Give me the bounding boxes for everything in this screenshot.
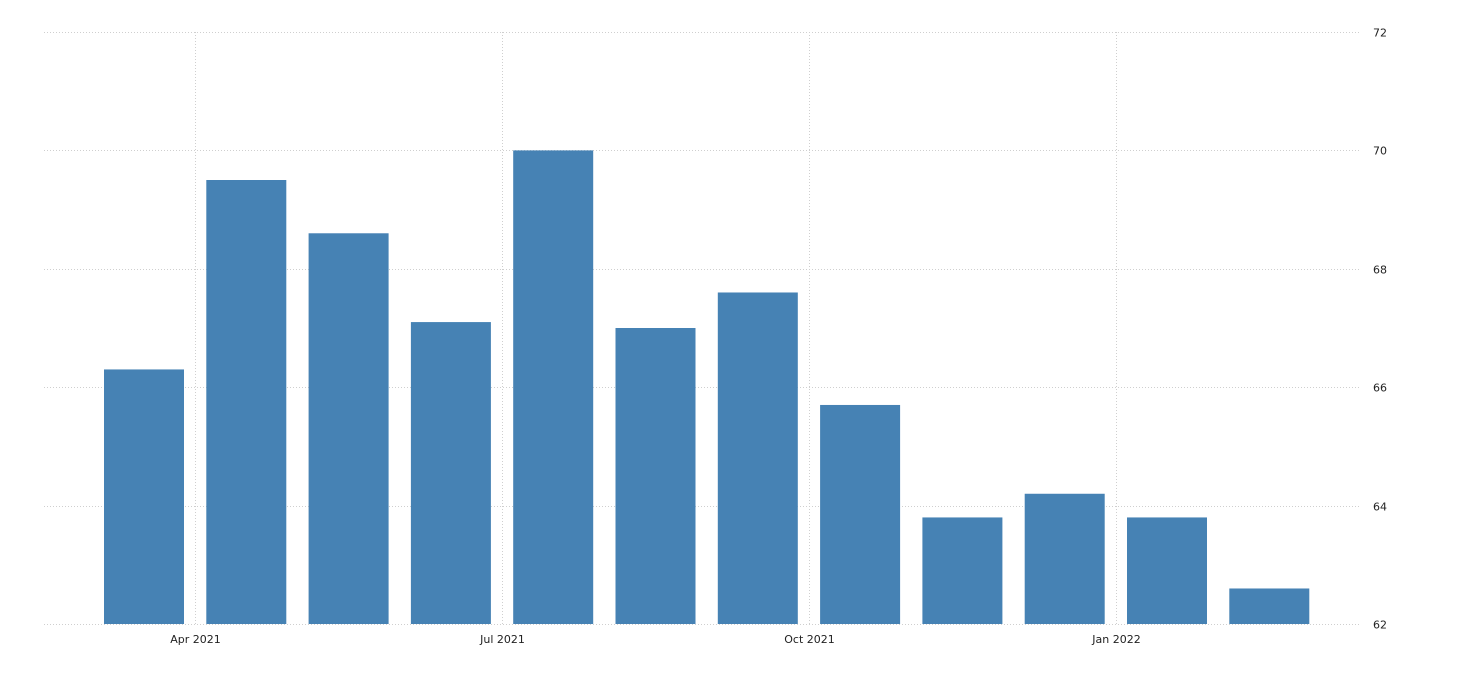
y-tick-label: 66 [1373,382,1387,395]
bar-oct-2021[interactable] [820,404,901,624]
bar-feb-2022[interactable] [1229,588,1310,624]
x-tick-label: Apr 2021 [170,633,221,646]
bar-apr-2021[interactable] [206,180,287,624]
bar-sep-2021[interactable] [717,292,798,624]
y-tick-label: 64 [1373,501,1387,514]
bar-dec-2021[interactable] [1024,493,1105,624]
x-tick-label: Jul 2021 [479,633,525,646]
bars-group [104,150,1310,624]
y-axis-labels: 62 64 66 68 70 72 [1373,27,1387,632]
bar-jan-2022[interactable] [1127,517,1207,624]
x-tick-label: Jan 2022 [1091,633,1140,646]
y-tick-label: 72 [1373,27,1387,40]
bar-jun-2021[interactable] [410,322,491,624]
bar-may-2021[interactable] [308,233,389,624]
y-tick-label: 68 [1373,264,1387,277]
bar-aug-2021[interactable] [615,328,696,624]
bar-nov-2021[interactable] [922,517,1003,624]
x-axis-labels: Apr 2021 Jul 2021 Oct 2021 Jan 2022 [170,633,1140,646]
x-tick-label: Oct 2021 [784,633,835,646]
y-tick-label: 62 [1373,619,1387,632]
bar-jul-2021[interactable] [513,150,594,624]
y-tick-label: 70 [1373,145,1387,158]
bar-mar-2021[interactable] [104,369,184,624]
